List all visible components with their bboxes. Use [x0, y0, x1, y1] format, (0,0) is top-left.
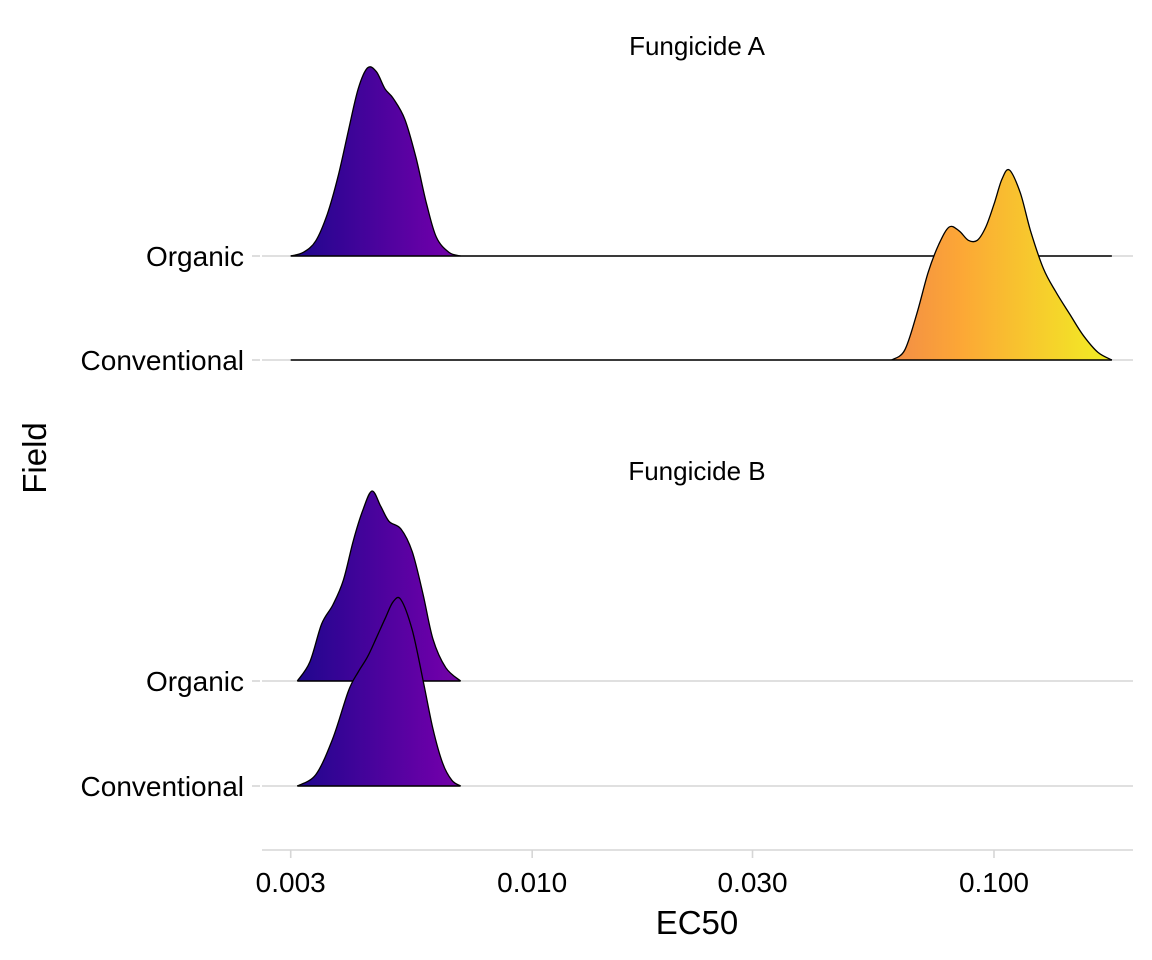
y-axis-title: Field — [16, 422, 53, 494]
ridge-fill — [290, 66, 461, 257]
category-label: Conventional — [81, 345, 244, 376]
x-tick-label: 0.003 — [256, 867, 326, 898]
ridge-outline — [296, 490, 462, 682]
ridge-outline — [290, 66, 461, 257]
ridge-conventional — [296, 596, 461, 787]
x-tick-label: 0.030 — [717, 867, 787, 898]
ridges — [290, 66, 1113, 787]
category-label: Organic — [146, 666, 244, 697]
ridge-fill — [297, 490, 461, 681]
ridge-fill — [891, 169, 1112, 360]
ridge-outline — [296, 596, 461, 787]
x-axis-title: EC50 — [656, 904, 739, 941]
x-tick-label: 0.010 — [497, 867, 567, 898]
category-label: Conventional — [81, 771, 244, 802]
ridge-conventional — [290, 168, 1113, 361]
category-label: Organic — [146, 241, 244, 272]
ridge-fill — [297, 597, 461, 786]
panel-title: Fungicide B — [628, 456, 765, 486]
x-tick-label: 0.100 — [959, 867, 1029, 898]
ridge-outline — [891, 168, 1113, 361]
panel-title: Fungicide A — [629, 31, 766, 61]
labels: 0.003 0.010 0.030 0.100 Fungicide A Organic Co… — [81, 31, 1029, 898]
